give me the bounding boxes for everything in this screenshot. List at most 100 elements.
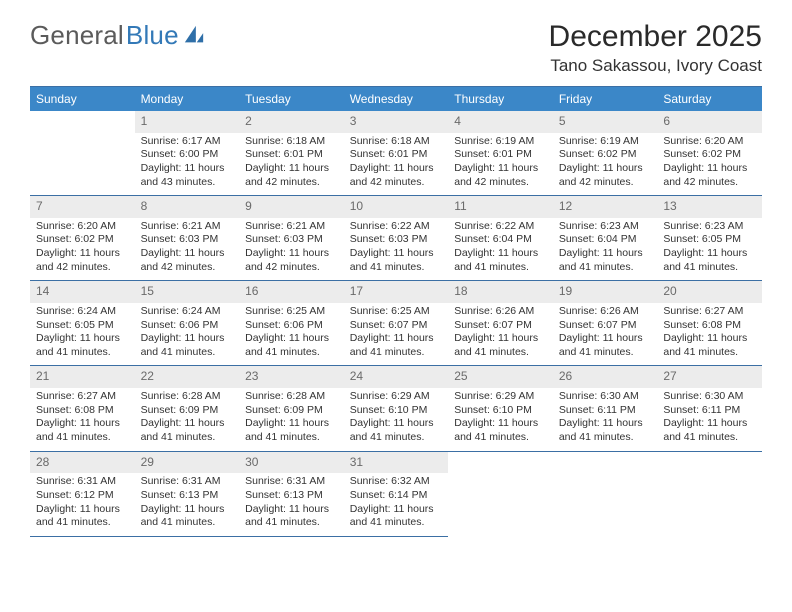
sunrise-line: Sunrise: 6:25 AM [350,305,443,319]
calendar-cell [448,451,553,536]
calendar-cell: 22Sunrise: 6:28 AMSunset: 6:09 PMDayligh… [135,366,240,451]
day-number: 21 [30,366,135,388]
weekday-header: Wednesday [344,87,449,112]
day-number: 5 [553,111,658,133]
sunrise-line: Sunrise: 6:18 AM [245,135,338,149]
day-details: Sunrise: 6:19 AMSunset: 6:02 PMDaylight:… [553,133,658,196]
sunrise-line: Sunrise: 6:30 AM [663,390,756,404]
daylight-line: Daylight: 11 hours and 42 minutes. [141,247,234,274]
sunrise-line: Sunrise: 6:23 AM [559,220,652,234]
day-details: Sunrise: 6:19 AMSunset: 6:01 PMDaylight:… [448,133,553,196]
calendar-cell: 13Sunrise: 6:23 AMSunset: 6:05 PMDayligh… [657,196,762,281]
logo-text-a: General [30,20,124,51]
sunset-line: Sunset: 6:10 PM [454,404,547,418]
day-number: 20 [657,281,762,303]
calendar-cell: 29Sunrise: 6:31 AMSunset: 6:13 PMDayligh… [135,451,240,536]
day-details: Sunrise: 6:18 AMSunset: 6:01 PMDaylight:… [344,133,449,196]
weekday-header: Tuesday [239,87,344,112]
daylight-line: Daylight: 11 hours and 41 minutes. [350,417,443,444]
day-number: 29 [135,452,240,474]
sunset-line: Sunset: 6:06 PM [245,319,338,333]
weekday-header: Thursday [448,87,553,112]
calendar-cell: 15Sunrise: 6:24 AMSunset: 6:06 PMDayligh… [135,281,240,366]
sunrise-line: Sunrise: 6:24 AM [141,305,234,319]
day-details: Sunrise: 6:28 AMSunset: 6:09 PMDaylight:… [239,388,344,451]
calendar-cell: 2Sunrise: 6:18 AMSunset: 6:01 PMDaylight… [239,111,344,196]
weekday-header: Friday [553,87,658,112]
sunrise-line: Sunrise: 6:19 AM [454,135,547,149]
sunset-line: Sunset: 6:03 PM [245,233,338,247]
sunset-line: Sunset: 6:10 PM [350,404,443,418]
sunset-line: Sunset: 6:04 PM [454,233,547,247]
sunset-line: Sunset: 6:02 PM [663,148,756,162]
sunrise-line: Sunrise: 6:18 AM [350,135,443,149]
calendar-cell [30,111,135,196]
daylight-line: Daylight: 11 hours and 41 minutes. [663,332,756,359]
calendar-cell: 21Sunrise: 6:27 AMSunset: 6:08 PMDayligh… [30,366,135,451]
logo: GeneralBlue [30,20,205,51]
daylight-line: Daylight: 11 hours and 42 minutes. [245,162,338,189]
calendar-cell: 23Sunrise: 6:28 AMSunset: 6:09 PMDayligh… [239,366,344,451]
sunrise-line: Sunrise: 6:21 AM [141,220,234,234]
day-number: 17 [344,281,449,303]
daylight-line: Daylight: 11 hours and 41 minutes. [36,417,129,444]
sunrise-line: Sunrise: 6:31 AM [36,475,129,489]
daylight-line: Daylight: 11 hours and 41 minutes. [141,503,234,530]
sunset-line: Sunset: 6:02 PM [559,148,652,162]
sunset-line: Sunset: 6:02 PM [36,233,129,247]
daylight-line: Daylight: 11 hours and 41 minutes. [245,332,338,359]
day-details: Sunrise: 6:26 AMSunset: 6:07 PMDaylight:… [448,303,553,366]
day-number: 10 [344,196,449,218]
day-number: 26 [553,366,658,388]
day-number: 7 [30,196,135,218]
day-details: Sunrise: 6:29 AMSunset: 6:10 PMDaylight:… [344,388,449,451]
sunrise-line: Sunrise: 6:30 AM [559,390,652,404]
day-details: Sunrise: 6:21 AMSunset: 6:03 PMDaylight:… [239,218,344,281]
day-details: Sunrise: 6:22 AMSunset: 6:04 PMDaylight:… [448,218,553,281]
sunset-line: Sunset: 6:07 PM [350,319,443,333]
daylight-line: Daylight: 11 hours and 41 minutes. [559,417,652,444]
daylight-line: Daylight: 11 hours and 41 minutes. [663,417,756,444]
calendar-cell: 30Sunrise: 6:31 AMSunset: 6:13 PMDayligh… [239,451,344,536]
day-details: Sunrise: 6:31 AMSunset: 6:12 PMDaylight:… [30,473,135,536]
calendar-cell: 16Sunrise: 6:25 AMSunset: 6:06 PMDayligh… [239,281,344,366]
day-details: Sunrise: 6:30 AMSunset: 6:11 PMDaylight:… [553,388,658,451]
weekday-header: Monday [135,87,240,112]
day-number: 31 [344,452,449,474]
calendar-cell: 24Sunrise: 6:29 AMSunset: 6:10 PMDayligh… [344,366,449,451]
sunrise-line: Sunrise: 6:24 AM [36,305,129,319]
daylight-line: Daylight: 11 hours and 41 minutes. [663,247,756,274]
day-number: 6 [657,111,762,133]
day-number: 2 [239,111,344,133]
day-details: Sunrise: 6:20 AMSunset: 6:02 PMDaylight:… [30,218,135,281]
day-details: Sunrise: 6:31 AMSunset: 6:13 PMDaylight:… [239,473,344,536]
day-number: 12 [553,196,658,218]
daylight-line: Daylight: 11 hours and 41 minutes. [141,417,234,444]
calendar-cell: 20Sunrise: 6:27 AMSunset: 6:08 PMDayligh… [657,281,762,366]
weekday-header: Saturday [657,87,762,112]
daylight-line: Daylight: 11 hours and 42 minutes. [663,162,756,189]
day-number: 1 [135,111,240,133]
weekday-header: Sunday [30,87,135,112]
day-details: Sunrise: 6:27 AMSunset: 6:08 PMDaylight:… [657,303,762,366]
day-details: Sunrise: 6:23 AMSunset: 6:05 PMDaylight:… [657,218,762,281]
calendar-cell: 3Sunrise: 6:18 AMSunset: 6:01 PMDaylight… [344,111,449,196]
day-details: Sunrise: 6:25 AMSunset: 6:06 PMDaylight:… [239,303,344,366]
day-details: Sunrise: 6:30 AMSunset: 6:11 PMDaylight:… [657,388,762,451]
sunrise-line: Sunrise: 6:31 AM [245,475,338,489]
day-details: Sunrise: 6:20 AMSunset: 6:02 PMDaylight:… [657,133,762,196]
sunrise-line: Sunrise: 6:20 AM [663,135,756,149]
day-number: 9 [239,196,344,218]
calendar-cell: 26Sunrise: 6:30 AMSunset: 6:11 PMDayligh… [553,366,658,451]
sunset-line: Sunset: 6:09 PM [141,404,234,418]
daylight-line: Daylight: 11 hours and 41 minutes. [350,332,443,359]
sunrise-line: Sunrise: 6:27 AM [663,305,756,319]
daylight-line: Daylight: 11 hours and 42 minutes. [36,247,129,274]
day-details: Sunrise: 6:31 AMSunset: 6:13 PMDaylight:… [135,473,240,536]
day-number: 15 [135,281,240,303]
daylight-line: Daylight: 11 hours and 41 minutes. [350,247,443,274]
daylight-line: Daylight: 11 hours and 42 minutes. [454,162,547,189]
day-details: Sunrise: 6:27 AMSunset: 6:08 PMDaylight:… [30,388,135,451]
day-details: Sunrise: 6:21 AMSunset: 6:03 PMDaylight:… [135,218,240,281]
daylight-line: Daylight: 11 hours and 42 minutes. [559,162,652,189]
